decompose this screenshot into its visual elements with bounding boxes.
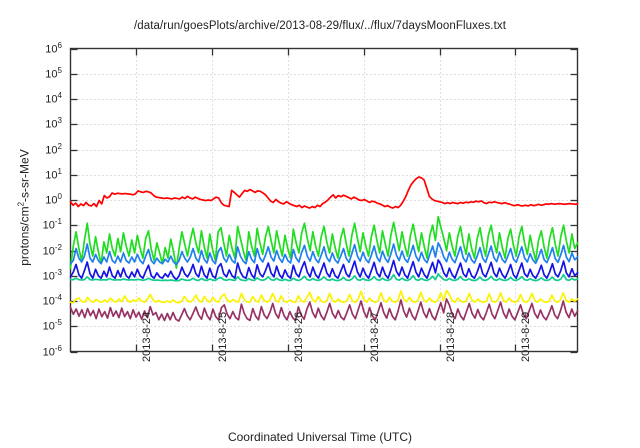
x-tick-label: 2013-8-24: [141, 311, 154, 362]
x-tick-label: 2013-8-29: [520, 311, 533, 362]
x-tick-label: 2013-8-27: [368, 311, 381, 362]
y-tick-label: 10-5: [42, 318, 62, 333]
series-line: [69, 259, 579, 281]
x-tick-label: 2013-8-26: [292, 311, 305, 362]
y-tick-label: 10-1: [42, 217, 62, 232]
y-tick-label: 10-2: [42, 242, 62, 258]
y-tick-label: 106: [45, 40, 62, 56]
y-tick-label: 103: [45, 116, 62, 131]
chart-title: /data/run/goesPlots/archive/2013-08-29/f…: [133, 20, 507, 32]
x-tick-label: 2013-8-28: [444, 311, 457, 362]
series-line: [69, 176, 579, 209]
y-tick-label: 10-4: [42, 293, 62, 308]
series-line: [69, 215, 579, 269]
x-tick-label: 2013-8-25: [217, 311, 230, 362]
x-axis-label: Coordinated Universal Time (UTC): [227, 430, 413, 444]
y-tick-label: 105: [45, 65, 62, 81]
data-series-layer: [69, 176, 579, 322]
y-tick-label: 102: [45, 141, 62, 157]
y-tick-label: 10-6: [42, 343, 62, 359]
y-tick-label: 100: [45, 192, 62, 207]
series-line: [69, 298, 579, 322]
series-line: [69, 272, 579, 282]
series-line: [69, 289, 579, 304]
series-line: [69, 242, 579, 266]
y-tick-label: 10-3: [42, 267, 62, 283]
y-tick-label: 104: [45, 91, 62, 106]
plot-frame: [69, 47, 579, 353]
tick-marks: [70, 48, 578, 354]
y-tick-label: 101: [45, 166, 62, 182]
